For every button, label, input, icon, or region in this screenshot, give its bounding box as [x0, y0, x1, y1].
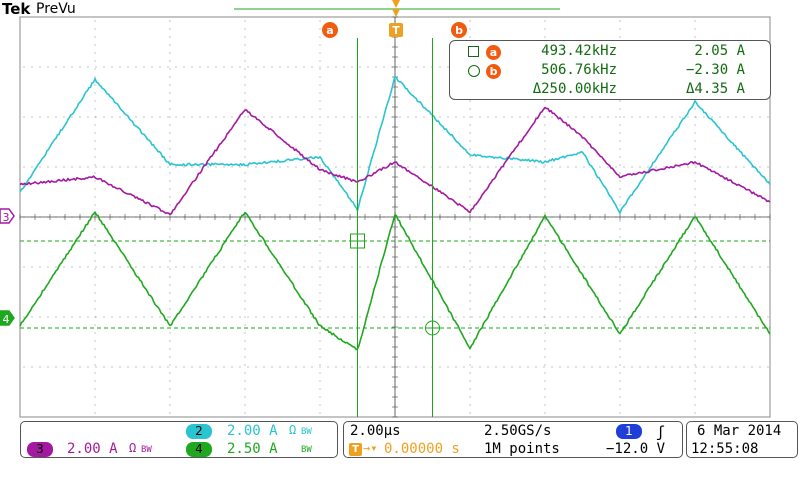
- sample-rate: 2.50GS/s: [484, 423, 552, 439]
- trigger-position-marker[interactable]: T: [389, 0, 403, 37]
- ch4-marker-label: 4: [3, 313, 10, 326]
- trigger-arrow-icon: [392, 0, 400, 17]
- trigger-position-icon: T: [349, 443, 362, 456]
- trace-ch2: [19, 75, 771, 214]
- cursor-a-marker[interactable]: a: [322, 22, 338, 38]
- datetime-panel: 6 Mar 2014 12:55:08: [686, 421, 798, 458]
- cursor-b-readout: b 506.76kHz −2.30 A: [450, 62, 770, 80]
- cursor-b-badge: b: [486, 64, 501, 79]
- cursor-b-value: −2.30 A: [685, 62, 745, 78]
- ch4-bandwidth-icon: BW: [301, 445, 312, 455]
- delta-frequency: Δ250.00kHz: [532, 81, 617, 97]
- date: 6 Mar 2014: [697, 423, 782, 439]
- cursor-a-frequency: 493.42kHz: [541, 43, 617, 59]
- cursor-a-value: 2.05 A: [694, 43, 745, 59]
- horizontal-trigger-panel[interactable]: 2.00µs 2.50GS/s T →▾ 0.00000 s 1M points…: [343, 421, 683, 458]
- trigger-level[interactable]: −12.0 V: [606, 441, 666, 457]
- trigger-marker-label: T: [392, 24, 400, 37]
- cursor-a-badge: a: [486, 45, 501, 60]
- waveform-traces: [19, 75, 771, 351]
- time: 12:55:08: [691, 441, 759, 457]
- status-bar: 2 2.00 A Ω BW 3 2.00 A Ω BW 4 2.50 A BW …: [0, 420, 800, 480]
- trace-ch4: [19, 211, 771, 351]
- ch2-impedance-icon: Ω: [289, 423, 297, 437]
- cursor-b-marker[interactable]: b: [451, 22, 467, 38]
- record-length: 1M points: [484, 441, 560, 457]
- trace-ch3: [19, 106, 771, 216]
- ch4-offset-marker[interactable]: 4: [0, 310, 15, 326]
- ch2-scale[interactable]: 2.00 A: [227, 423, 278, 439]
- cursor-a-readout: a 493.42kHz 2.05 A: [450, 43, 770, 61]
- ch3-bandwidth-icon: BW: [141, 445, 152, 455]
- cursor-square-icon: [468, 46, 479, 57]
- ch3-badge[interactable]: 3: [27, 442, 53, 457]
- rising-edge-icon: ʃ: [656, 423, 666, 441]
- cursor-lines: [20, 38, 770, 417]
- ch3-offset-marker[interactable]: 3: [0, 208, 15, 224]
- acquisition-mode: PreVu: [36, 1, 76, 17]
- cursor-a-label: a: [326, 24, 333, 37]
- arrow-right-icon: →▾: [363, 441, 378, 455]
- ch4-badge[interactable]: 4: [186, 442, 212, 457]
- ch3-scale[interactable]: 2.00 A: [67, 441, 118, 457]
- cursor-b-frequency: 506.76kHz: [541, 62, 617, 78]
- cursor-circle-icon: [468, 65, 480, 77]
- ch3-impedance-icon: Ω: [129, 441, 137, 455]
- trigger-position-value[interactable]: 0.00000 s: [384, 441, 460, 457]
- timebase-scale[interactable]: 2.00µs: [350, 423, 401, 439]
- cursor-b-label: b: [455, 24, 463, 37]
- delta-value: Δ4.35 A: [685, 81, 745, 97]
- vertical-settings-panel[interactable]: 2 2.00 A Ω BW 3 2.00 A Ω BW 4 2.50 A BW: [20, 421, 338, 458]
- ch2-badge[interactable]: 2: [186, 424, 212, 439]
- ch4-scale[interactable]: 2.50 A: [227, 441, 278, 457]
- cursor-delta-readout: Δ250.00kHz Δ4.35 A: [450, 81, 770, 99]
- ch3-marker-label: 3: [3, 211, 10, 224]
- brand-logo: Tek: [2, 0, 31, 18]
- ch2-bandwidth-icon: BW: [301, 427, 312, 437]
- cursor-readout-panel: a 493.42kHz 2.05 A b 506.76kHz −2.30 A Δ…: [449, 40, 771, 100]
- trigger-source-badge[interactable]: 1: [616, 424, 642, 439]
- graticule-grid: [19, 16, 771, 418]
